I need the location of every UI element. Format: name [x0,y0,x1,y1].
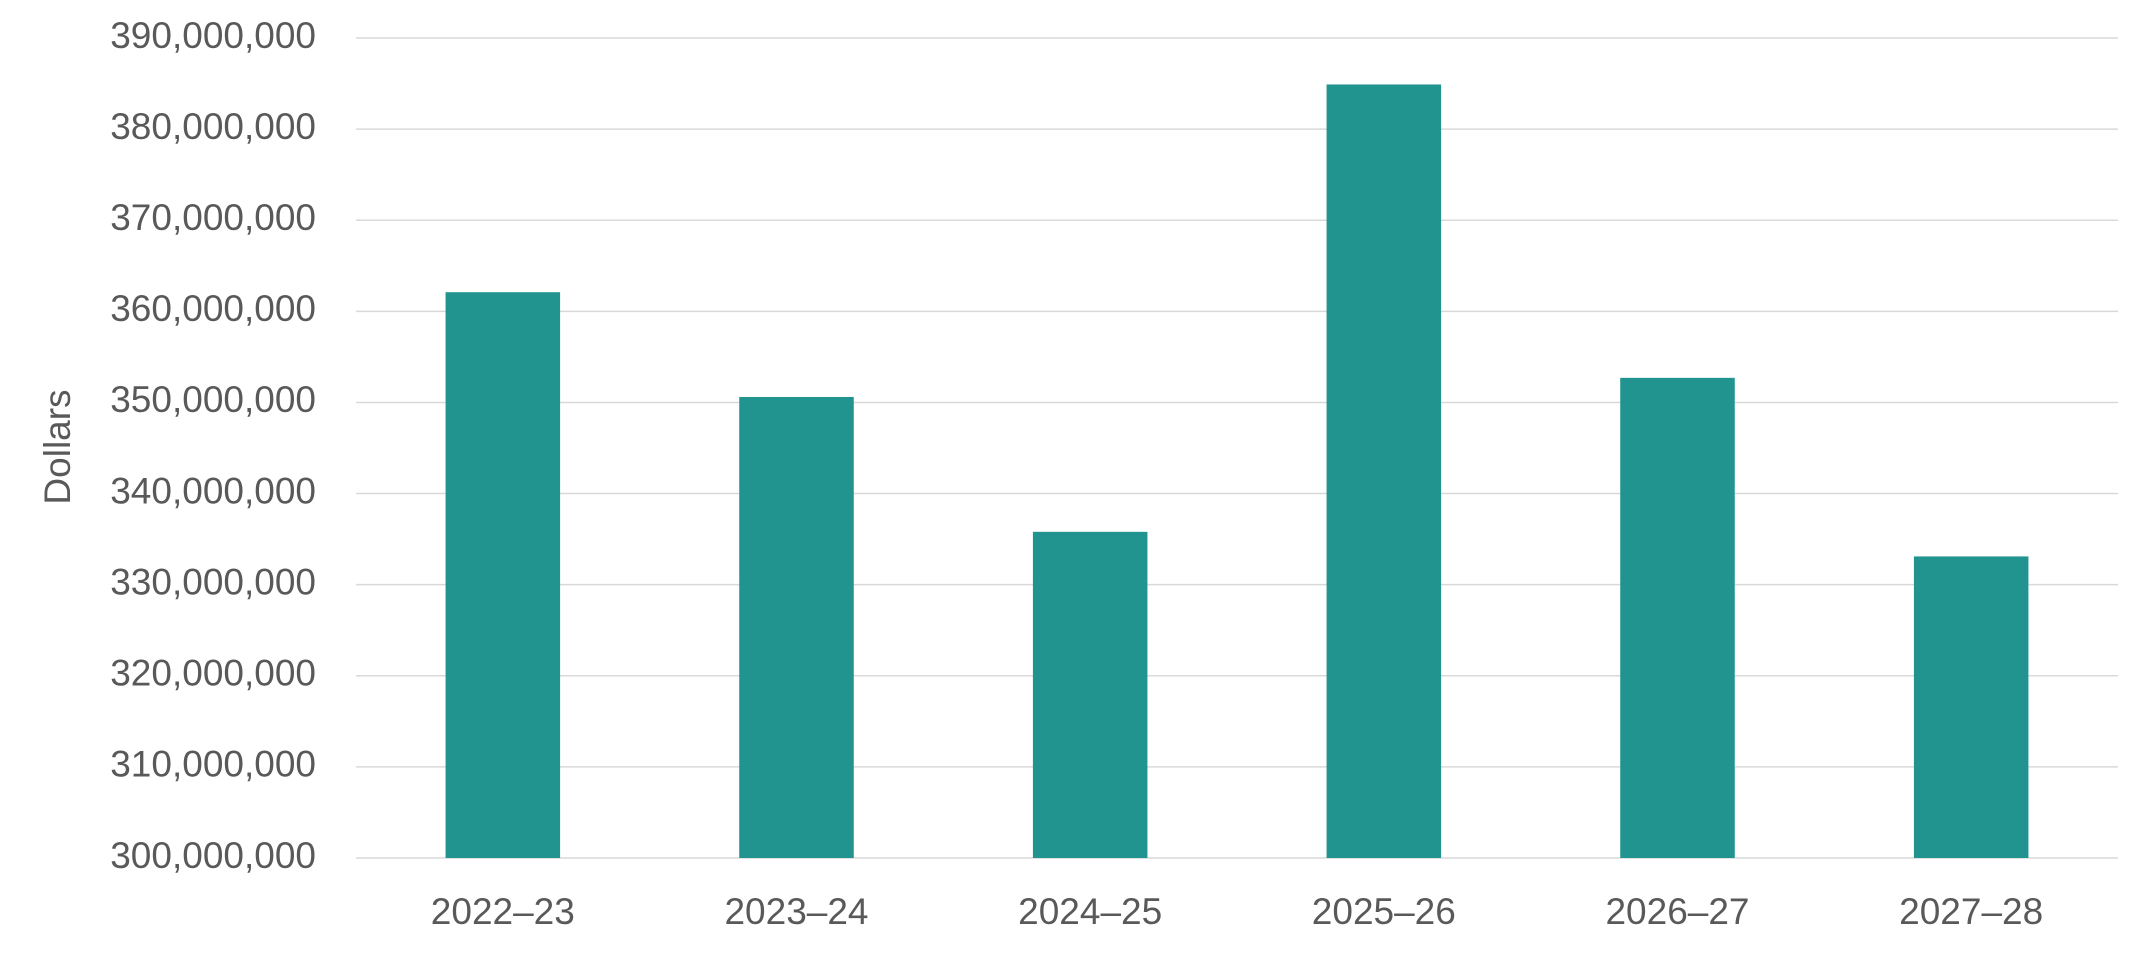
bar [445,292,561,858]
y-axis-label: Dollars [37,389,78,504]
bar [739,396,854,858]
x-tick-label: 2026–27 [1605,891,1749,932]
x-tick-label: 2024–25 [1018,891,1162,932]
y-tick-label: 360,000,000 [110,288,316,329]
bar [1032,531,1148,858]
x-tick-label: 2022–23 [431,891,575,932]
bar [1620,377,1735,858]
y-tick-label: 350,000,000 [110,379,316,420]
y-tick-label: 320,000,000 [110,653,316,694]
x-tick-label: 2027–28 [1899,891,2043,932]
y-tick-label: 370,000,000 [110,197,316,238]
bar [1326,84,1442,858]
x-tick-label: 2025–26 [1312,891,1456,932]
y-tick-label: 340,000,000 [110,470,316,511]
y-tick-label: 380,000,000 [110,106,316,147]
y-tick-label: 390,000,000 [110,15,316,56]
y-tick-label: 300,000,000 [110,835,316,876]
y-tick-label: 330,000,000 [110,561,316,602]
x-tick-label: 2023–24 [724,891,868,932]
y-tick-label: 310,000,000 [110,744,316,785]
bar [1913,556,2029,858]
